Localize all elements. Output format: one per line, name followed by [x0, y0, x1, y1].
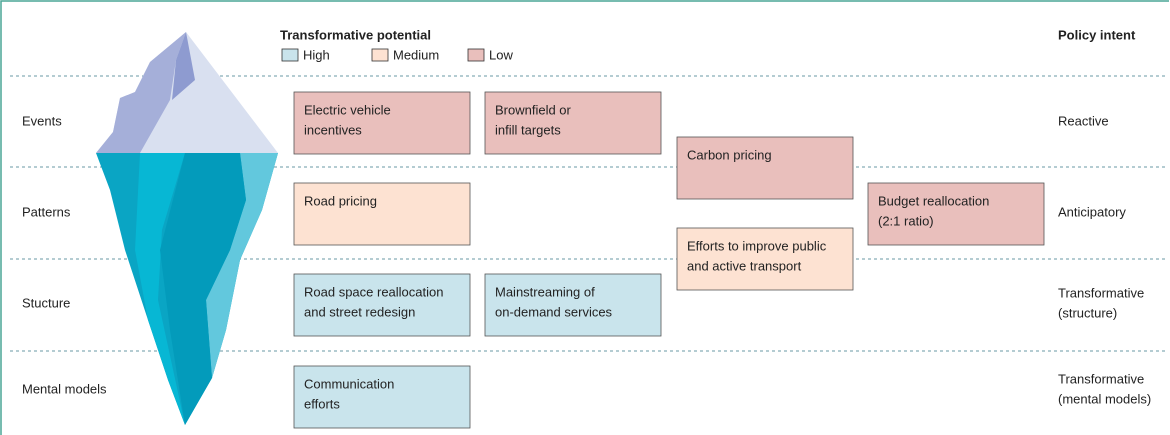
policy-text: Mainstreaming of: [495, 284, 595, 299]
policy-box: [677, 137, 853, 199]
policy-intent: (structure): [1058, 305, 1117, 320]
policy-intent: Anticipatory: [1058, 204, 1126, 219]
policy-intent: Transformative: [1058, 285, 1144, 300]
policy-text: Efforts to improve public: [687, 238, 827, 253]
policy-text: incentives: [304, 122, 362, 137]
policy-text: Brownfield or: [495, 102, 572, 117]
policy-box: [294, 183, 470, 245]
legend-label: Low: [489, 47, 513, 62]
row-label: Patterns: [22, 204, 71, 219]
diagram: Transformative potential Policy intent H…: [0, 0, 1170, 435]
iceberg: [96, 32, 278, 425]
policy-text: Budget reallocation: [878, 193, 989, 208]
policy-text: Electric vehicle: [304, 102, 391, 117]
policy-intent: (mental models): [1058, 391, 1151, 406]
policy-intent: Transformative: [1058, 371, 1144, 386]
policy-text: Communication: [304, 376, 394, 391]
policy-text: efforts: [304, 396, 340, 411]
row-label: Events: [22, 113, 62, 128]
policy-text: on-demand services: [495, 304, 613, 319]
policy-text: infill targets: [495, 122, 561, 137]
legend-swatch: [468, 49, 484, 61]
policy-intent: Reactive: [1058, 113, 1109, 128]
legend-swatch: [372, 49, 388, 61]
policy-text: and active transport: [687, 258, 802, 273]
policy-text: (2:1 ratio): [878, 213, 934, 228]
legend-label: High: [303, 47, 330, 62]
policy-text: Road pricing: [304, 193, 377, 208]
policy-text: and street redesign: [304, 304, 415, 319]
legend-label: Medium: [393, 47, 439, 62]
policy-text: Road space reallocation: [304, 284, 443, 299]
boxes: Electric vehicle incentives Brownfield or i…: [294, 92, 1044, 428]
legend: High Medium Low: [282, 47, 513, 62]
policy-text: Carbon pricing: [687, 147, 772, 162]
row-label: Mental models: [22, 381, 107, 396]
legend-title: Transformative potential: [280, 27, 431, 42]
row-label: Stucture: [22, 295, 70, 310]
legend-swatch: [282, 49, 298, 61]
intent-title: Policy intent: [1058, 27, 1136, 42]
